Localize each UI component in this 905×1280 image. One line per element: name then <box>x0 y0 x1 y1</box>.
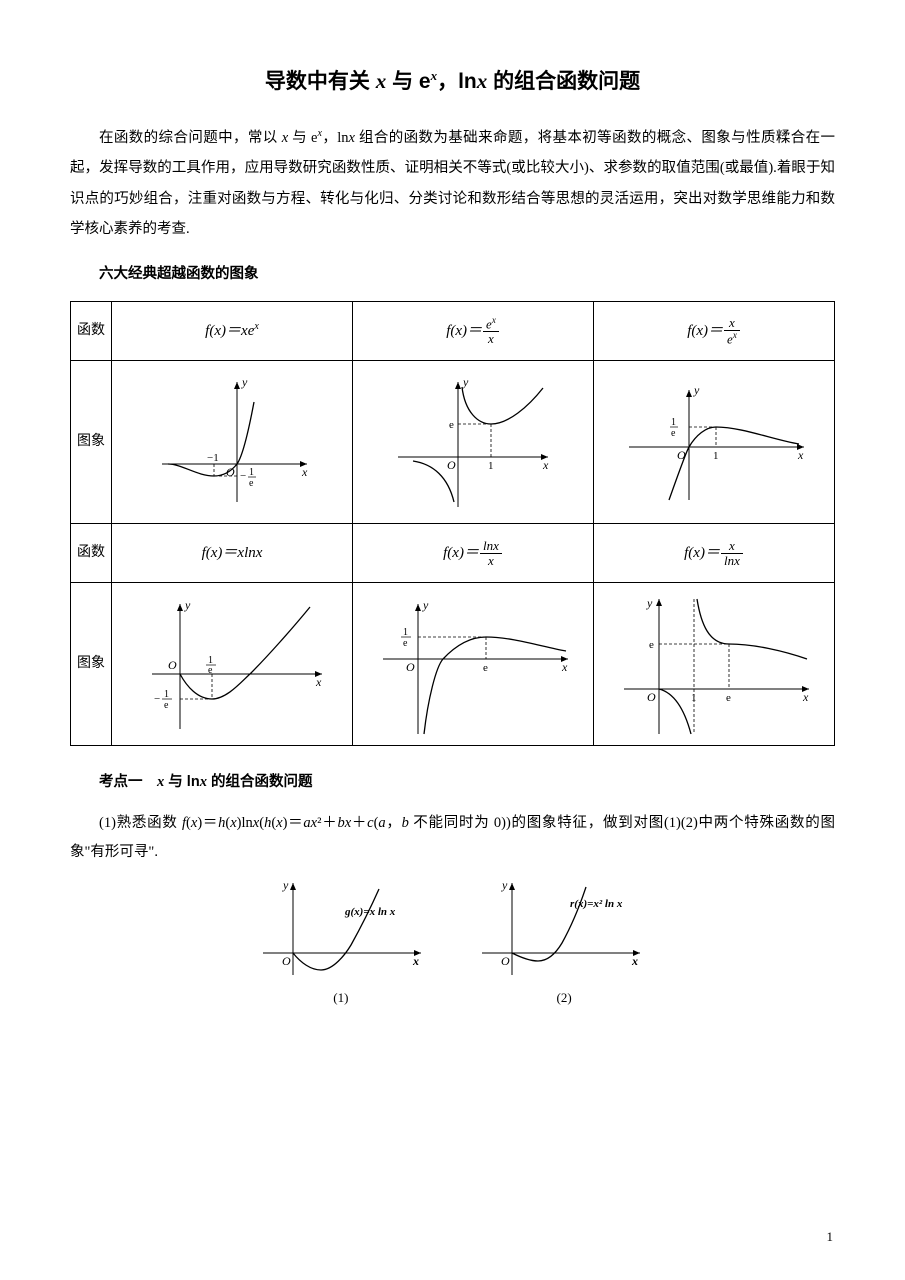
svg-text:r(x)=x² ln x: r(x)=x² ln x <box>570 898 623 910</box>
intro-paragraph: 在函数的综合问题中，常以 x 与 ex，lnx 组合的函数为基础来命题，将基本初… <box>70 123 835 245</box>
svg-text:e: e <box>403 638 408 649</box>
formula-ex-over-x: f(x)＝exx <box>353 301 594 360</box>
page-number: 1 <box>827 1224 834 1250</box>
svg-text:x: x <box>542 458 549 472</box>
svg-text:O: O <box>677 448 686 462</box>
row-header-function-2: 函数 <box>71 523 112 582</box>
svg-text:e: e <box>671 428 676 439</box>
svg-text:−1: −1 <box>207 452 219 464</box>
svg-text:e: e <box>449 419 454 431</box>
graph-lnx-over-x: y x O e 1 e <box>353 582 594 745</box>
svg-text:e: e <box>208 665 213 676</box>
figure-caption-2: (2) <box>464 985 664 1011</box>
figure-1: y x O g(x)=x ln x <box>253 875 433 985</box>
row-header-graph-1: 图象 <box>71 360 112 523</box>
small-figures: y x O g(x)=x ln x y x O r(x)=x² ln x (1)… <box>70 875 835 1011</box>
function-graph-table: 函数 f(x)＝xex f(x)＝exx f(x)＝xex 图象 y x O <box>70 301 835 746</box>
svg-text:y: y <box>184 598 191 612</box>
topic-heading-1: 考点一 x 与 lnx 的组合函数问题 <box>99 768 835 797</box>
formula-x-over-lnx: f(x)＝xlnx <box>594 523 835 582</box>
svg-text:x: x <box>301 465 308 479</box>
svg-text:1: 1 <box>671 417 676 428</box>
svg-text:y: y <box>462 375 469 389</box>
formula-x-over-ex: f(x)＝xex <box>594 301 835 360</box>
svg-text:O: O <box>406 660 415 674</box>
page-title: 导数中有关 x 与 ex，lnx 的组合函数问题 <box>70 60 835 103</box>
figure-2: y x O r(x)=x² ln x <box>472 875 652 985</box>
svg-text:x: x <box>802 690 809 704</box>
graph-xlnx: y x O 1 1 e <box>112 582 353 745</box>
svg-text:y: y <box>693 383 700 397</box>
graph-x-over-lnx: y x O e 1 e <box>594 582 835 745</box>
svg-text:1: 1 <box>164 689 169 700</box>
svg-text:1: 1 <box>488 460 494 472</box>
svg-text:y: y <box>646 596 653 610</box>
svg-text:x: x <box>315 675 322 689</box>
figure-caption-1: (1) <box>241 985 441 1011</box>
svg-text:g(x)=x ln x: g(x)=x ln x <box>344 906 396 918</box>
body-paragraph-1: (1)熟悉函数 f(x)＝h(x)lnx(h(x)＝ax²＋bx＋c(a，b 不… <box>70 809 835 867</box>
svg-text:O: O <box>647 690 656 704</box>
svg-text:O: O <box>282 954 291 968</box>
svg-text:O: O <box>168 658 177 672</box>
svg-text:x: x <box>631 954 638 968</box>
svg-text:y: y <box>282 878 289 892</box>
svg-text:e: e <box>164 700 169 711</box>
svg-text:y: y <box>501 878 508 892</box>
svg-text:x: x <box>797 448 804 462</box>
formula-lnx-over-x: f(x)＝lnxx <box>353 523 594 582</box>
svg-text:e: e <box>726 692 731 704</box>
svg-text:y: y <box>422 598 429 612</box>
svg-text:x: x <box>412 954 419 968</box>
graph-ex-over-x: y x O e 1 <box>353 360 594 523</box>
svg-text:x: x <box>561 660 568 674</box>
svg-text:e: e <box>249 478 254 489</box>
svg-text:e: e <box>649 639 654 651</box>
svg-text:−: − <box>240 470 246 482</box>
svg-text:1: 1 <box>713 450 719 462</box>
graph-xe^x: y x O −1 − 1 e <box>112 360 353 523</box>
svg-text:−: − <box>154 693 160 705</box>
row-header-function-1: 函数 <box>71 301 112 360</box>
section-heading-1: 六大经典超越函数的图象 <box>99 260 835 289</box>
svg-text:O: O <box>447 458 456 472</box>
svg-text:1: 1 <box>249 467 254 478</box>
svg-text:1: 1 <box>403 627 408 638</box>
graph-x-over-ex: y x O 1 1 e <box>594 360 835 523</box>
svg-text:y: y <box>241 375 248 389</box>
row-header-graph-2: 图象 <box>71 582 112 745</box>
svg-text:O: O <box>501 954 510 968</box>
formula-xlnx: f(x)＝xlnx <box>112 523 353 582</box>
svg-text:1: 1 <box>691 692 697 704</box>
svg-text:e: e <box>483 662 488 674</box>
formula-xe^x: f(x)＝xex <box>112 301 353 360</box>
